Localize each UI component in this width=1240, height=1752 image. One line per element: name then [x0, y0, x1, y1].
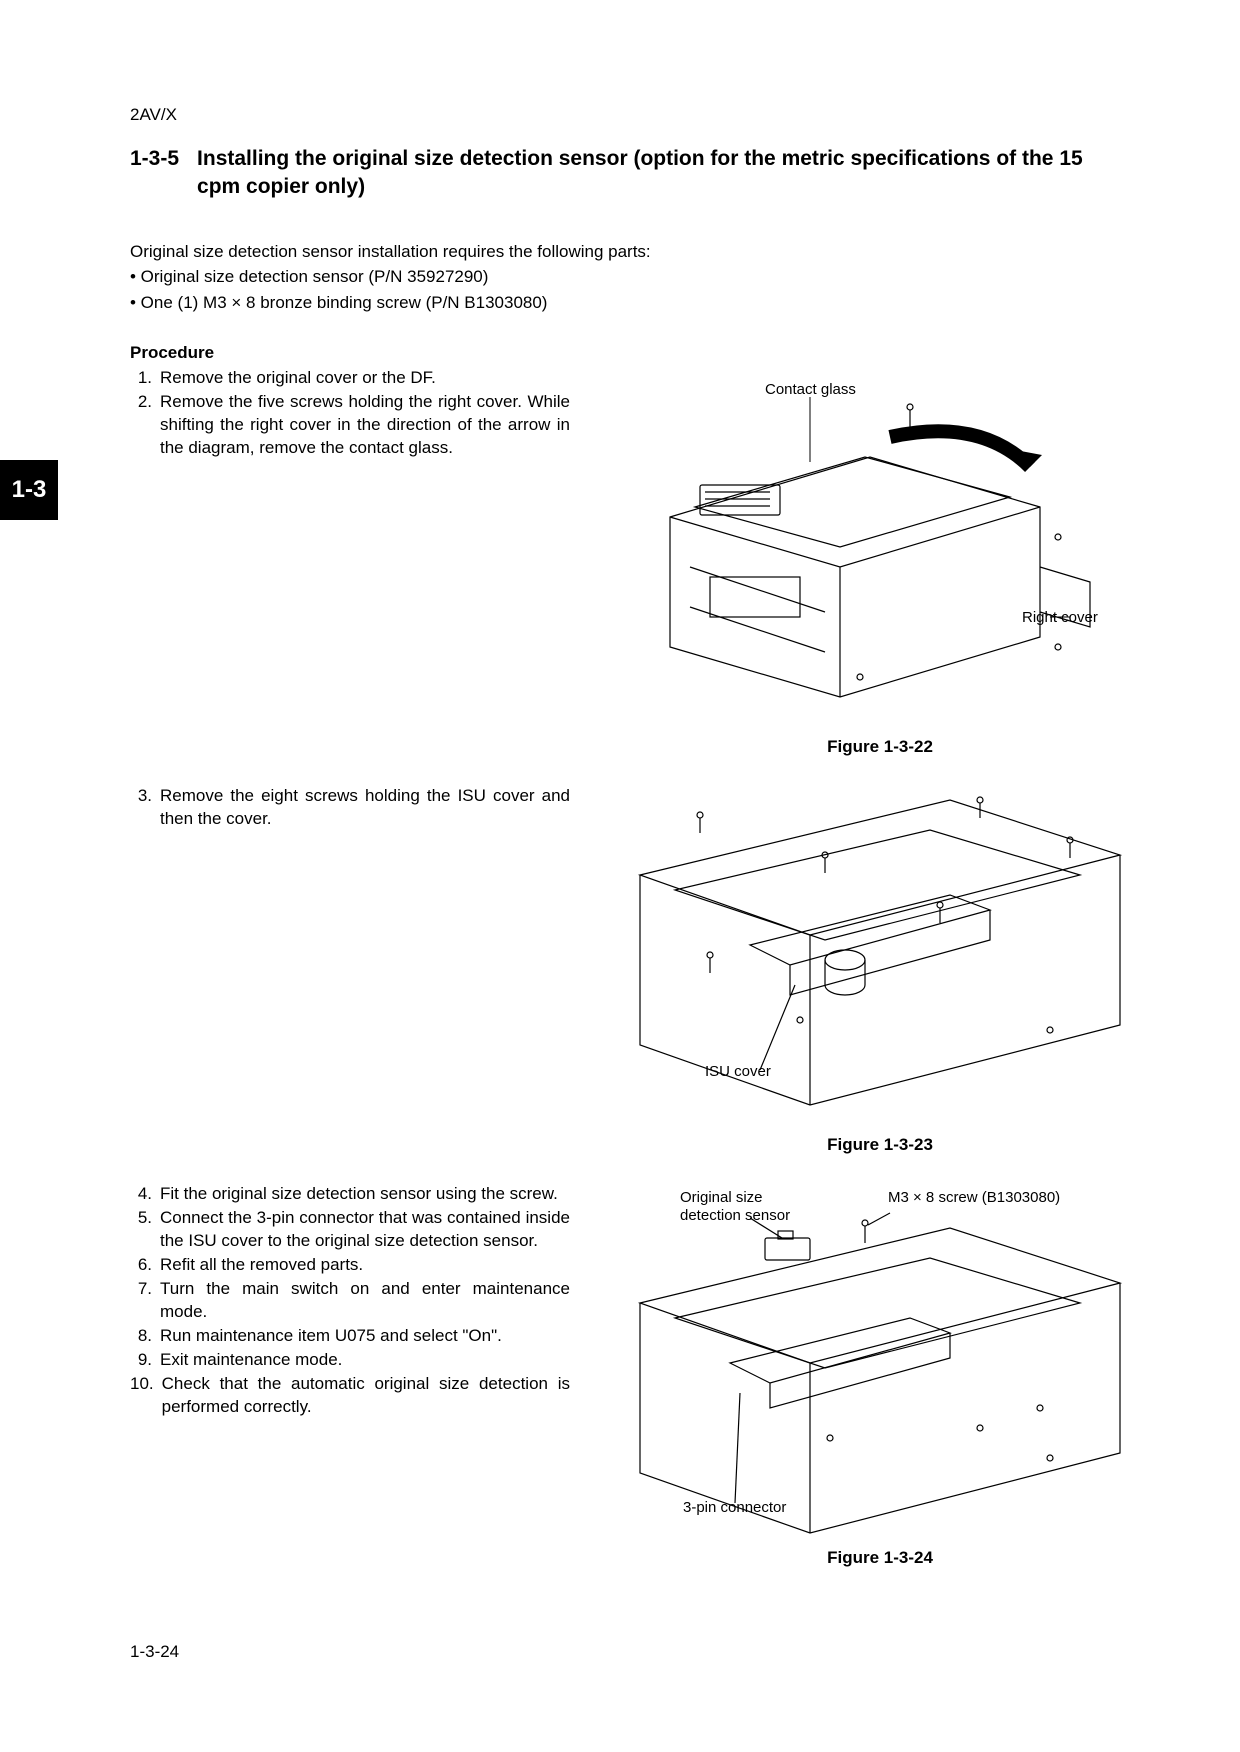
step-text: Turn the main switch on and enter mainte… [160, 1278, 580, 1324]
figure-1-3-24: Original size detection sensor M3 × 8 sc… [610, 1183, 1130, 1538]
step-text: Check that the automatic original size d… [162, 1373, 580, 1419]
label-screw: M3 × 8 screw (B1303080) [888, 1189, 1060, 1206]
step-2: 2. Remove the five screws holding the ri… [130, 391, 580, 460]
step-5: 5.Connect the 3-pin connector that was c… [130, 1207, 580, 1253]
step-num: 1. [130, 367, 160, 390]
step-text: Run maintenance item U075 and select "On… [160, 1325, 580, 1348]
step-text: Refit all the removed parts. [160, 1254, 580, 1277]
step-num: 8. [130, 1325, 160, 1348]
steps-group3: 4.Fit the original size detection sensor… [130, 1183, 580, 1418]
step-9: 9.Exit maintenance mode. [130, 1349, 580, 1372]
step-num: 2. [130, 391, 160, 460]
label-isu-cover: ISU cover [705, 1063, 771, 1080]
steps-group1: 1. Remove the original cover or the DF. … [130, 367, 580, 460]
figure-caption-1: Figure 1-3-22 [610, 737, 1150, 757]
step-num: 7. [130, 1278, 160, 1324]
intro-bullet1: • Original size detection sensor (P/N 35… [130, 265, 1150, 289]
figure-caption-2: Figure 1-3-23 [610, 1135, 1150, 1155]
step-8: 8.Run maintenance item U075 and select "… [130, 1325, 580, 1348]
step-1: 1. Remove the original cover or the DF. [130, 367, 580, 390]
section-title: 1-3-5 Installing the original size detec… [130, 145, 1150, 202]
step-6: 6.Refit all the removed parts. [130, 1254, 580, 1277]
section-number: 1-3-5 [130, 145, 197, 202]
step-num: 5. [130, 1207, 160, 1253]
copier-diagram-icon [610, 367, 1130, 727]
step-4: 4.Fit the original size detection sensor… [130, 1183, 580, 1206]
step-text: Exit maintenance mode. [160, 1349, 580, 1372]
step-num: 3. [130, 785, 160, 831]
step-text: Remove the original cover or the DF. [160, 367, 580, 390]
label-contact-glass: Contact glass [765, 381, 856, 398]
label-right-cover: Right cover [1022, 609, 1098, 626]
step-num: 10. [130, 1373, 162, 1419]
label-connector: 3-pin connector [683, 1499, 786, 1516]
block2: 3. Remove the eight screws holding the I… [130, 785, 1150, 1183]
intro-bullet2: • One (1) M3 × 8 bronze binding screw (P… [130, 291, 1150, 315]
step-text: Remove the five screws holding the right… [160, 391, 580, 460]
page-tab: 1-3 [0, 460, 58, 520]
step-7: 7.Turn the main switch on and enter main… [130, 1278, 580, 1324]
isu-cover-diagram-icon [610, 785, 1130, 1125]
procedure-heading: Procedure [130, 343, 1150, 363]
page-content: 2AV/X 1-3-5 Installing the original size… [130, 105, 1150, 1596]
sensor-install-diagram-icon [610, 1183, 1130, 1538]
step-text: Connect the 3-pin connector that was con… [160, 1207, 580, 1253]
figure-1-3-23: ISU cover [610, 785, 1130, 1125]
figure-1-3-22: Contact glass Right cover [610, 367, 1130, 727]
step-num: 6. [130, 1254, 160, 1277]
intro-line1: Original size detection sensor installat… [130, 240, 1150, 264]
step-10: 10.Check that the automatic original siz… [130, 1373, 580, 1419]
step-text: Remove the eight screws holding the ISU … [160, 785, 580, 831]
section-text: Installing the original size detection s… [197, 145, 1150, 202]
block3: 4.Fit the original size detection sensor… [130, 1183, 1150, 1596]
page-footer: 1-3-24 [130, 1642, 179, 1662]
header-code: 2AV/X [130, 105, 1150, 125]
step-num: 9. [130, 1349, 160, 1372]
step-text: Fit the original size detection sensor u… [160, 1183, 580, 1206]
step-3: 3. Remove the eight screws holding the I… [130, 785, 580, 831]
label-original-size: Original size [680, 1189, 763, 1206]
label-detection-sensor: detection sensor [680, 1207, 790, 1224]
block1: 1. Remove the original cover or the DF. … [130, 367, 1150, 785]
step-num: 4. [130, 1183, 160, 1206]
figure-caption-3: Figure 1-3-24 [610, 1548, 1150, 1568]
steps-group2: 3. Remove the eight screws holding the I… [130, 785, 580, 831]
